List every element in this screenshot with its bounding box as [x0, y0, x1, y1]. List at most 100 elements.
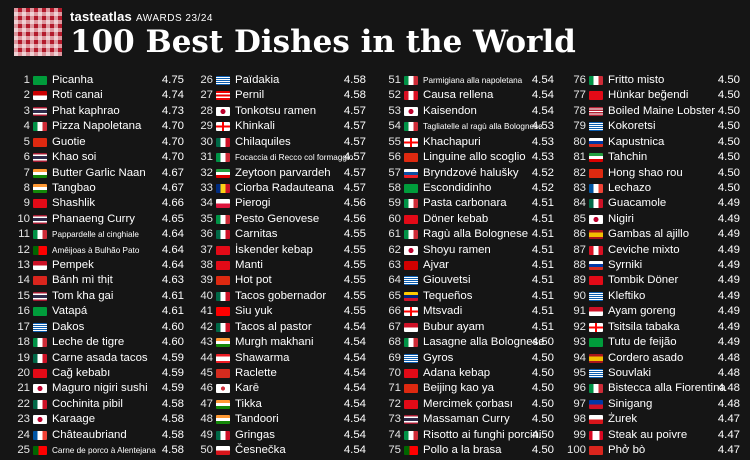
dish-name: Tandoori [235, 413, 279, 426]
dish-name: Sinigang [608, 397, 653, 410]
dish-score: 4.57 [343, 135, 366, 148]
dish-score: 4.50 [531, 397, 554, 410]
dish-name: Döner kebab [423, 212, 489, 225]
dish-name: Pasta carbonara [423, 197, 507, 210]
dish-score: 4.64 [161, 243, 184, 256]
rank-number: 16 [17, 305, 30, 318]
rank-number: 26 [200, 74, 213, 86]
flag-tr-icon [216, 245, 230, 255]
dish-name: Parmigiana alla napoletana [423, 76, 523, 85]
rank-number: 76 [573, 74, 586, 86]
dish-score: 4.51 [531, 305, 554, 318]
flag-ru-icon [589, 137, 603, 147]
dish-name: Focaccia di Recco col formaggio [235, 153, 354, 163]
rank-number: 85 [573, 212, 586, 225]
rank-number: 28 [200, 104, 213, 117]
dish-score: 4.57 [343, 104, 366, 117]
dish-name: Pizza Napoletana [52, 120, 142, 133]
dish-score: 4.58 [343, 74, 366, 86]
flag-ch-icon [216, 368, 230, 378]
dish-name: Cordero asado [608, 351, 684, 364]
dish-score: 4.49 [717, 197, 740, 210]
dish-score: 4.67 [161, 166, 184, 179]
flag-vn-icon [33, 276, 47, 286]
dish-name: Mercimek çorbası [423, 397, 513, 410]
rank-number: 74 [388, 428, 401, 441]
rank-number: 23 [17, 413, 30, 426]
dish-score: 4.50 [717, 181, 740, 194]
dish-score: 4.59 [161, 366, 184, 379]
rank-number: 32 [200, 166, 213, 179]
rank-number: 83 [573, 181, 586, 194]
dish-score: 4.70 [161, 151, 184, 164]
flag-ca-icon [589, 430, 603, 440]
flag-cn-icon [404, 153, 418, 163]
rank-number: 42 [200, 320, 213, 333]
dish-score: 4.73 [161, 104, 184, 117]
dish-name: Guotie [52, 135, 86, 148]
dish-score: 4.50 [531, 336, 554, 349]
flag-mx-icon [216, 137, 230, 147]
dish-score: 4.54 [343, 320, 366, 333]
flag-jp-icon [589, 214, 603, 224]
dish-name: Pempek [52, 259, 94, 272]
rank-number: 62 [388, 243, 401, 256]
dish-score: 4.48 [717, 382, 740, 395]
rank-number: 93 [573, 336, 586, 349]
dish-name: Gyros [423, 351, 454, 364]
flag-fr-icon [33, 430, 47, 440]
flag-ir-icon [589, 153, 603, 163]
awards-label: AWARDS 23/24 [135, 13, 213, 24]
flag-th-icon [33, 106, 47, 116]
flag-pt-icon [33, 446, 47, 456]
rank-number: 59 [388, 197, 401, 210]
flag-tr-icon [589, 276, 603, 286]
dish-name: Kapustnica [608, 135, 665, 148]
dish-name: Phở bò [608, 444, 646, 457]
dish-score: 4.50 [717, 151, 740, 164]
dish-name: Tahchin [608, 151, 648, 164]
dish-score: 4.65 [161, 212, 184, 225]
flag-tr-icon [33, 368, 47, 378]
dish-name: Siu yuk [235, 305, 273, 318]
dish-score: 4.54 [343, 382, 366, 395]
flag-in-icon [216, 415, 230, 425]
flag-pe-icon [589, 245, 603, 255]
dish-score: 4.47 [717, 428, 740, 441]
dish-name: Manti [235, 259, 263, 272]
rank-number: 68 [388, 336, 401, 349]
rank-number: 63 [388, 259, 401, 272]
dish-name: Pernil [235, 89, 265, 102]
rank-number: 46 [200, 382, 213, 395]
flag-jp-icon [404, 245, 418, 255]
dish-name: Adana kebap [423, 366, 491, 379]
rank-number: 4 [23, 120, 30, 133]
rank-number: 36 [200, 228, 213, 241]
rank-number: 95 [573, 366, 586, 379]
dish-name: Ceviche mixto [608, 243, 680, 256]
dish-score: 4.50 [717, 89, 740, 102]
rank-number: 22 [17, 397, 30, 410]
rank-number: 49 [200, 428, 213, 441]
rank-number: 7 [23, 166, 30, 179]
rank-number: 17 [17, 320, 30, 333]
dish-name: Pollo a la brasa [423, 444, 502, 457]
dish-score: 4.61 [161, 305, 184, 318]
dish-name: Hong shao rou [608, 166, 683, 179]
flag-th-icon [33, 291, 47, 301]
dish-name: Ragù alla Bolognese [423, 228, 529, 241]
dish-score: 4.54 [531, 89, 554, 102]
flag-sk-icon [404, 168, 418, 178]
rank-number: 75 [388, 444, 401, 457]
dish-score: 4.51 [531, 289, 554, 302]
dish-score: 4.49 [717, 228, 740, 241]
flag-it-icon [404, 430, 418, 440]
dish-score: 4.64 [161, 259, 184, 272]
flag-mx-icon [589, 199, 603, 209]
dish-name: Tangbao [52, 181, 96, 194]
rank-number: 31 [200, 151, 213, 164]
dish-score: 4.54 [531, 74, 554, 86]
dish-name: Tsitsila tabaka [608, 320, 680, 333]
dish-score: 4.49 [717, 212, 740, 225]
flag-cn-icon [589, 168, 603, 178]
